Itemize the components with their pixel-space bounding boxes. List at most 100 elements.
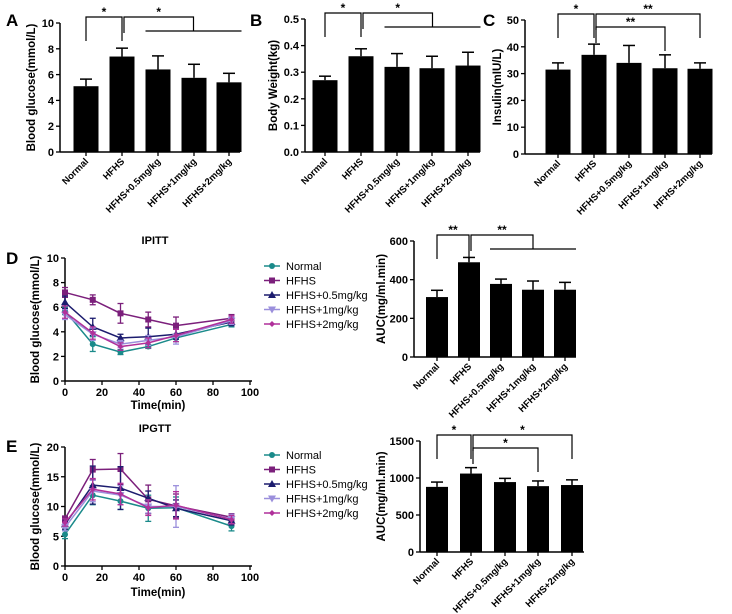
series-4 (62, 305, 235, 351)
bar-4 (554, 289, 576, 357)
y-tick-label: 5 (53, 531, 59, 543)
y-axis-title: AUC(mg/ml.min) (376, 451, 388, 541)
significance-bracket: ** (595, 2, 701, 38)
significance-bracket: ** (436, 223, 470, 259)
y-tick-label: 30 (507, 69, 519, 81)
data-point (61, 298, 69, 306)
y-tick-label: 15 (47, 472, 59, 484)
x-tick-label: 60 (170, 387, 182, 399)
significance-bracket: * (557, 2, 595, 38)
x-tick-label: 100 (241, 387, 259, 399)
panel-b: B 0.0 0.1 0.2 0.3 0.4 0.5 Body Weight(kg) Normal… (250, 1, 481, 215)
y-tick-label: 0.5 (284, 14, 299, 26)
legend-label: HFHS+1mg/kg (286, 494, 358, 506)
legend-marker (269, 277, 275, 284)
y-tick-label: 2 (48, 121, 54, 133)
significance-label: ** (626, 15, 636, 29)
bar-1 (109, 56, 135, 152)
legend-marker (269, 321, 275, 327)
y-tick-label: 0.2 (284, 94, 299, 106)
legend-label: HFHS+0.5mg/kg (286, 290, 368, 302)
data-point (116, 333, 125, 341)
bar-3 (527, 486, 549, 552)
chart-title: IPITT (142, 235, 169, 247)
y-tick-label: 200 (390, 313, 408, 325)
y-tick-label: 10 (42, 18, 54, 30)
significance-label: ** (497, 223, 507, 237)
legend-label: Normal (286, 450, 321, 462)
data-point (145, 504, 152, 511)
legend-label: HFHS+2mg/kg (286, 508, 358, 520)
bar-2 (494, 482, 516, 552)
series-line (64, 484, 232, 525)
panel-label: C (483, 11, 495, 30)
y-tick-label: 20 (507, 95, 519, 107)
significance-bracket: * (324, 1, 362, 37)
legend-item: Normal (264, 261, 321, 273)
bar-3 (652, 68, 678, 154)
legend-marker (269, 466, 275, 473)
bar-1 (460, 473, 482, 552)
legend-marker (268, 495, 276, 503)
significance-label: ** (448, 223, 458, 237)
x-tick-label: 40 (133, 572, 145, 584)
x-tick-label: 100 (241, 572, 259, 584)
x-axis-title: Time(min) (131, 587, 186, 599)
x-tick-label: Normal (411, 556, 442, 587)
bar-1 (458, 262, 480, 357)
y-tick-label: 10 (47, 253, 59, 265)
bracket-line (123, 16, 195, 33)
x-tick-label: 80 (207, 572, 219, 584)
legend-item: HFHS (264, 276, 316, 288)
y-tick-label: 1500 (390, 436, 414, 448)
data-point (89, 296, 96, 303)
data-point (89, 330, 96, 337)
x-tick-label: HFHS+0.5mg/kg (447, 361, 506, 420)
panel-label: B (250, 11, 262, 30)
y-tick-label: 0.0 (284, 147, 299, 159)
bracket-line (436, 234, 470, 259)
y-tick-label: 600 (390, 236, 408, 248)
x-tick-label: HFHS (340, 156, 366, 182)
significance-bracket: * (472, 423, 573, 459)
bar-3 (419, 68, 445, 152)
y-tick-label: 20 (47, 442, 59, 454)
bar-4 (216, 82, 242, 152)
x-tick-label: 0 (62, 387, 68, 399)
y-tick-label: 0 (408, 547, 414, 559)
bar-0 (312, 80, 338, 152)
y-tick-label: 50 (507, 15, 519, 27)
data-point (89, 486, 96, 493)
y-axis-title: Blood glucose(mmol/L) (30, 255, 42, 383)
bracket-line (472, 447, 539, 472)
x-tick-label: 40 (133, 387, 145, 399)
x-tick-label: HFHS (450, 556, 476, 582)
data-point (173, 502, 179, 509)
y-tick-label: 400 (390, 275, 408, 287)
legend-label: HFHS+2mg/kg (286, 319, 358, 331)
bar-0 (73, 86, 99, 152)
bracket-line (595, 26, 666, 51)
data-point (117, 343, 124, 350)
x-tick-label: 0 (62, 572, 68, 584)
significance-label: * (341, 1, 346, 15)
data-point (173, 322, 179, 329)
panel-label: E (6, 437, 17, 456)
data-point (62, 519, 68, 526)
legend-label: HFHS (286, 465, 316, 477)
data-point (117, 491, 124, 498)
x-tick-label: 20 (96, 387, 108, 399)
legend-marker (269, 263, 275, 269)
bar-0 (426, 486, 448, 552)
y-axis-title: Insulin(mIU/L) (492, 49, 504, 126)
data-point (145, 316, 152, 323)
y-tick-label: 8 (53, 278, 59, 290)
legend-label: HFHS+0.5mg/kg (286, 479, 368, 491)
data-point (228, 316, 235, 323)
y-tick-label: 500 (396, 510, 414, 522)
y-tick-label: 10 (507, 122, 519, 134)
